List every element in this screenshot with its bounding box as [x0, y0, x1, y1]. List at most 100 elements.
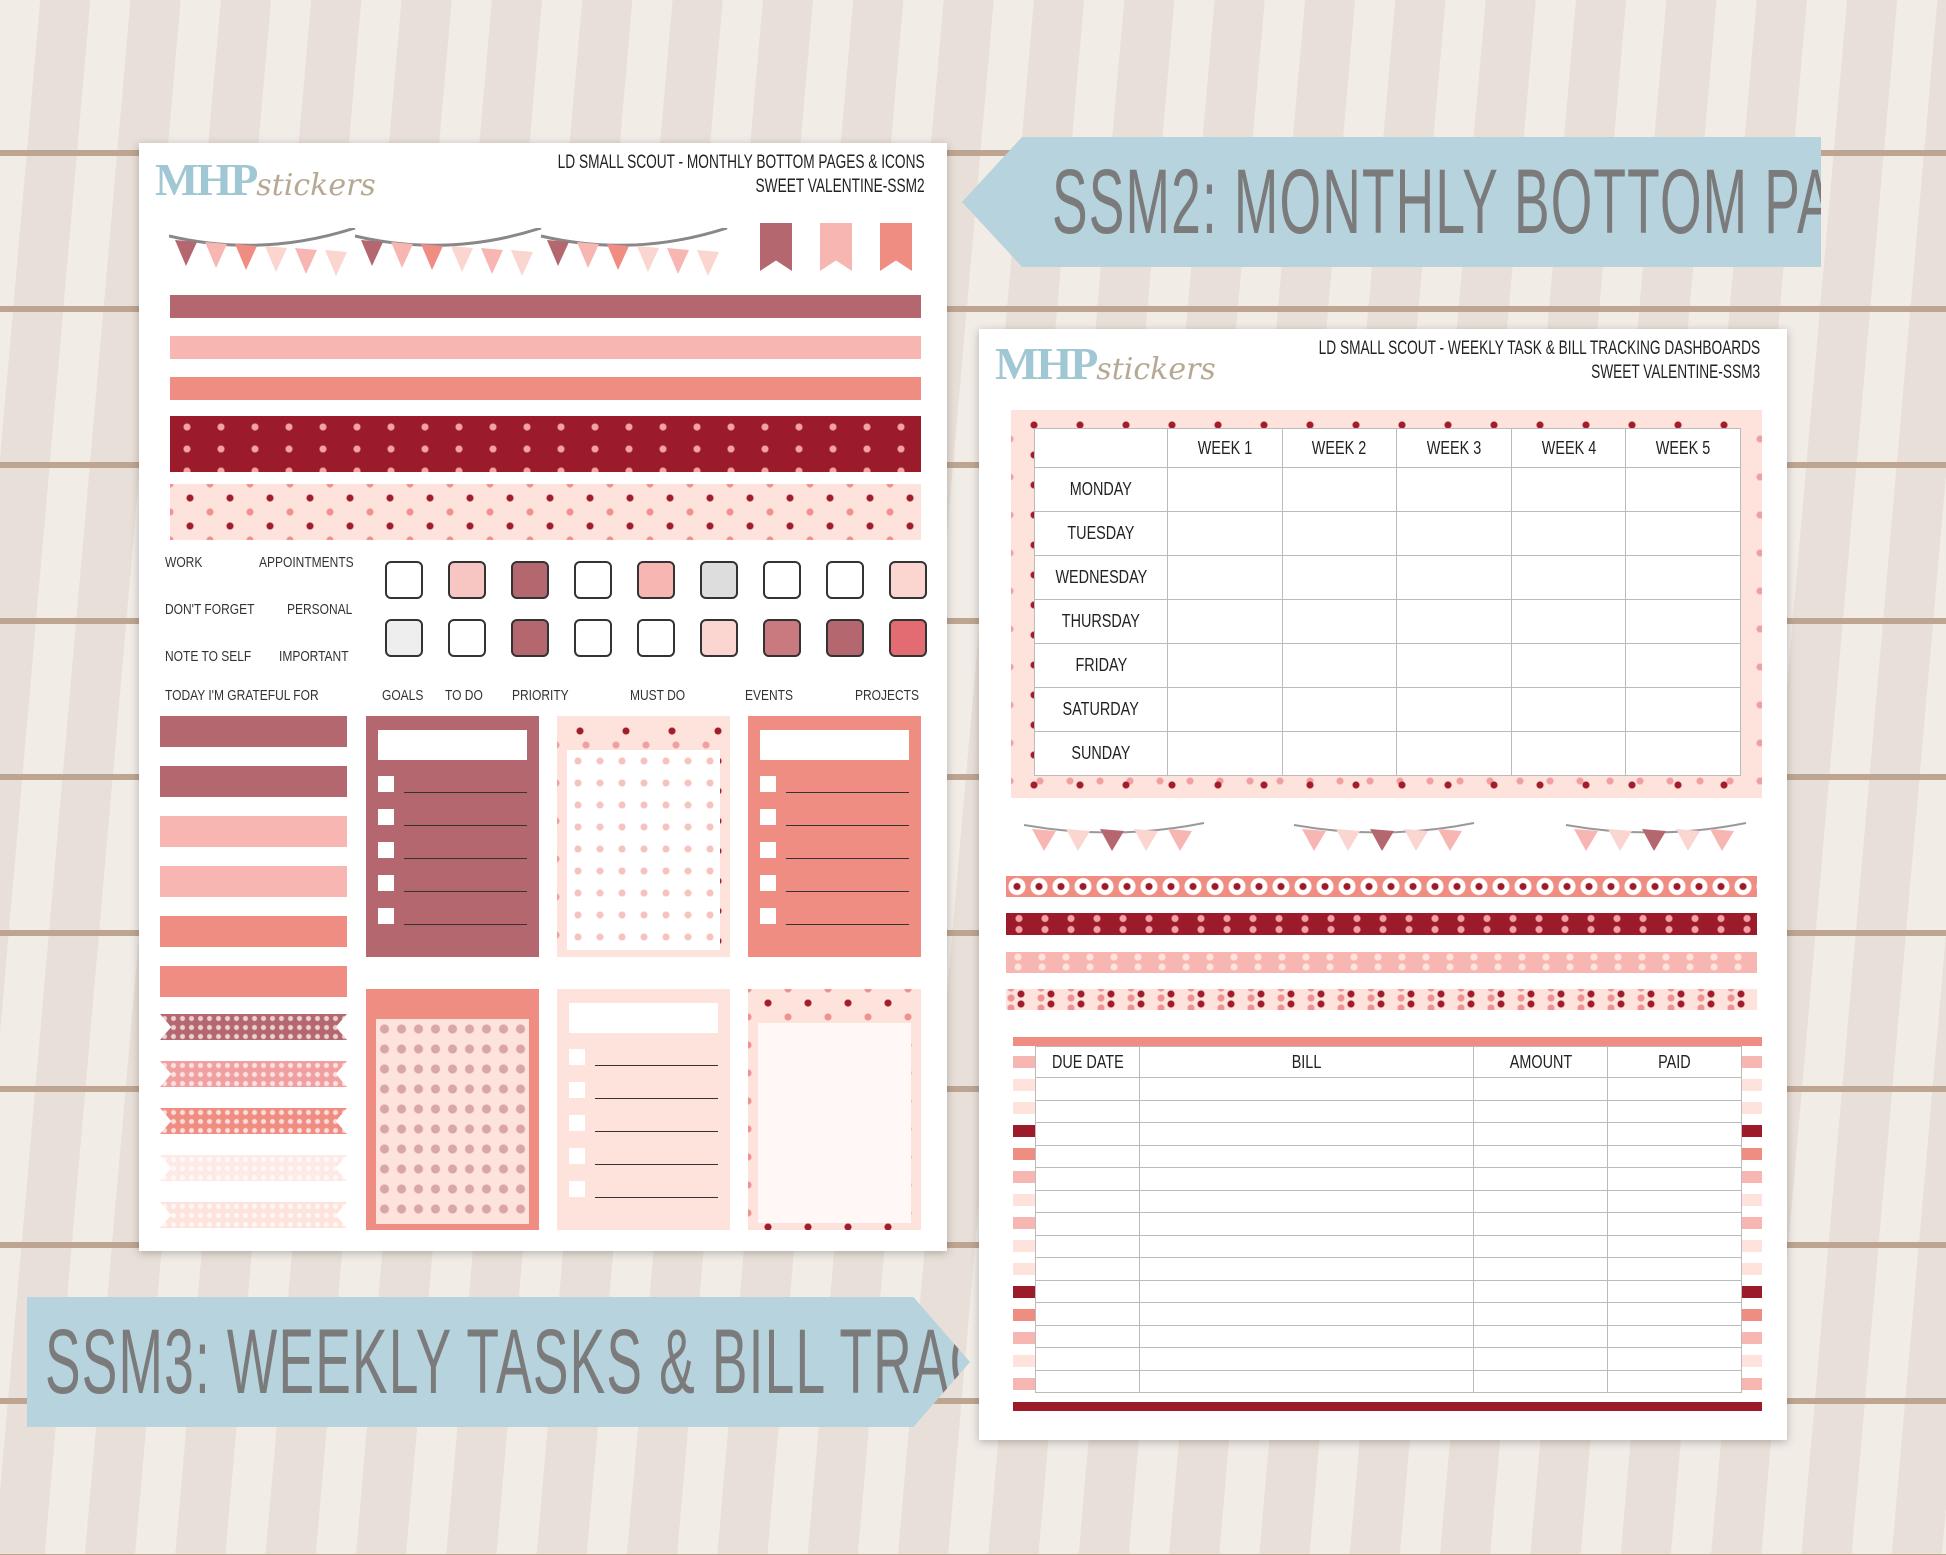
task-cell[interactable] — [1510, 599, 1627, 644]
bill-cell[interactable] — [1607, 1099, 1742, 1123]
bill-cell[interactable] — [1138, 1189, 1475, 1213]
piggy-bank-icon — [889, 561, 927, 599]
bill-cell[interactable] — [1473, 1122, 1609, 1146]
bill-cell[interactable] — [1473, 1369, 1609, 1393]
bill-cell[interactable] — [1035, 1302, 1140, 1326]
bill-cell[interactable] — [1473, 1234, 1609, 1258]
task-cell[interactable] — [1510, 643, 1627, 688]
task-cell[interactable] — [1625, 599, 1741, 644]
bill-cell[interactable] — [1607, 1257, 1742, 1281]
task-cell[interactable] — [1510, 687, 1627, 732]
bill-cell[interactable] — [1138, 1257, 1475, 1281]
task-cell[interactable] — [1281, 731, 1398, 776]
bill-cell[interactable] — [1473, 1099, 1609, 1123]
bill-cell[interactable] — [1035, 1122, 1140, 1146]
task-cell[interactable] — [1510, 511, 1627, 556]
bill-cell[interactable] — [1473, 1257, 1609, 1281]
task-cell[interactable] — [1396, 511, 1512, 556]
bill-cell[interactable] — [1607, 1279, 1742, 1303]
bill-cell[interactable] — [1138, 1167, 1475, 1191]
day-cell: TUESDAY — [1034, 511, 1168, 556]
task-cell[interactable] — [1510, 731, 1627, 776]
task-cell[interactable] — [1167, 555, 1283, 600]
write-area — [567, 750, 720, 950]
bill-cell[interactable] — [1473, 1279, 1609, 1303]
task-cell[interactable] — [1281, 687, 1398, 732]
task-cell[interactable] — [1167, 731, 1283, 776]
bill-cell[interactable] — [1138, 1099, 1475, 1123]
bill-cell[interactable] — [1035, 1347, 1140, 1371]
task-cell[interactable] — [1625, 511, 1741, 556]
task-cell[interactable] — [1167, 599, 1283, 644]
bill-cell[interactable] — [1607, 1189, 1742, 1213]
bill-cell[interactable] — [1473, 1324, 1609, 1348]
task-cell[interactable] — [1281, 643, 1398, 688]
bill-cell[interactable] — [1607, 1077, 1742, 1101]
bill-cell[interactable] — [1607, 1167, 1742, 1191]
task-cell[interactable] — [1625, 555, 1741, 600]
bill-cell[interactable] — [1138, 1234, 1475, 1258]
task-cell[interactable] — [1625, 687, 1741, 732]
bill-cell[interactable] — [1035, 1234, 1140, 1258]
bill-cell[interactable] — [1607, 1347, 1742, 1371]
task-cell[interactable] — [1625, 467, 1741, 512]
sneaker-icon — [889, 619, 927, 657]
bill-cell[interactable] — [1607, 1212, 1742, 1236]
bill-cell[interactable] — [1473, 1167, 1609, 1191]
task-cell[interactable] — [1281, 511, 1398, 556]
bill-cell[interactable] — [1473, 1144, 1609, 1168]
bill-cell[interactable] — [1607, 1122, 1742, 1146]
bill-cell[interactable] — [1138, 1324, 1475, 1348]
bill-cell[interactable] — [1035, 1144, 1140, 1168]
bill-cell[interactable] — [1138, 1302, 1475, 1326]
bill-cell[interactable] — [1138, 1347, 1475, 1371]
bunting-flag — [1608, 829, 1632, 851]
bill-cell[interactable] — [1473, 1212, 1609, 1236]
bill-cell[interactable] — [1035, 1279, 1140, 1303]
task-cell[interactable] — [1167, 467, 1283, 512]
bill-cell[interactable] — [1138, 1279, 1475, 1303]
bill-cell[interactable] — [1035, 1257, 1140, 1281]
week-header: WEEK 2 — [1281, 428, 1398, 468]
task-cell[interactable] — [1396, 599, 1512, 644]
task-cell[interactable] — [1167, 511, 1283, 556]
bill-cell[interactable] — [1138, 1077, 1475, 1101]
bill-cell[interactable] — [1607, 1144, 1742, 1168]
task-cell[interactable] — [1396, 731, 1512, 776]
task-cell[interactable] — [1396, 643, 1512, 688]
bill-cell[interactable] — [1035, 1077, 1140, 1101]
bill-cell[interactable] — [1607, 1369, 1742, 1393]
label-stripe — [160, 866, 347, 897]
task-cell[interactable] — [1396, 555, 1512, 600]
bill-cell[interactable] — [1138, 1144, 1475, 1168]
bill-cell[interactable] — [1035, 1167, 1140, 1191]
bill-cell[interactable] — [1035, 1212, 1140, 1236]
bill-cell[interactable] — [1035, 1189, 1140, 1213]
bill-cell[interactable] — [1035, 1099, 1140, 1123]
task-cell[interactable] — [1281, 555, 1398, 600]
task-cell[interactable] — [1625, 731, 1741, 776]
task-cell[interactable] — [1167, 643, 1283, 688]
bill-cell[interactable] — [1473, 1077, 1609, 1101]
bill-cell[interactable] — [1607, 1234, 1742, 1258]
task-cell[interactable] — [1510, 467, 1627, 512]
bill-cell[interactable] — [1138, 1212, 1475, 1236]
bill-cell[interactable] — [1035, 1369, 1140, 1393]
bill-cell[interactable] — [1473, 1347, 1609, 1371]
task-cell[interactable] — [1625, 643, 1741, 688]
bill-cell[interactable] — [1138, 1122, 1475, 1146]
bill-cell[interactable] — [1473, 1302, 1609, 1326]
bill-cell[interactable] — [1138, 1369, 1475, 1393]
task-cell[interactable] — [1167, 687, 1283, 732]
task-cell[interactable] — [1281, 467, 1398, 512]
checkbox — [569, 1148, 585, 1164]
task-cell[interactable] — [1281, 599, 1398, 644]
task-cell[interactable] — [1510, 555, 1627, 600]
title-box — [378, 730, 527, 760]
bill-cell[interactable] — [1473, 1189, 1609, 1213]
bill-cell[interactable] — [1607, 1302, 1742, 1326]
bill-cell[interactable] — [1607, 1324, 1742, 1348]
task-cell[interactable] — [1396, 467, 1512, 512]
bill-cell[interactable] — [1035, 1324, 1140, 1348]
task-cell[interactable] — [1396, 687, 1512, 732]
